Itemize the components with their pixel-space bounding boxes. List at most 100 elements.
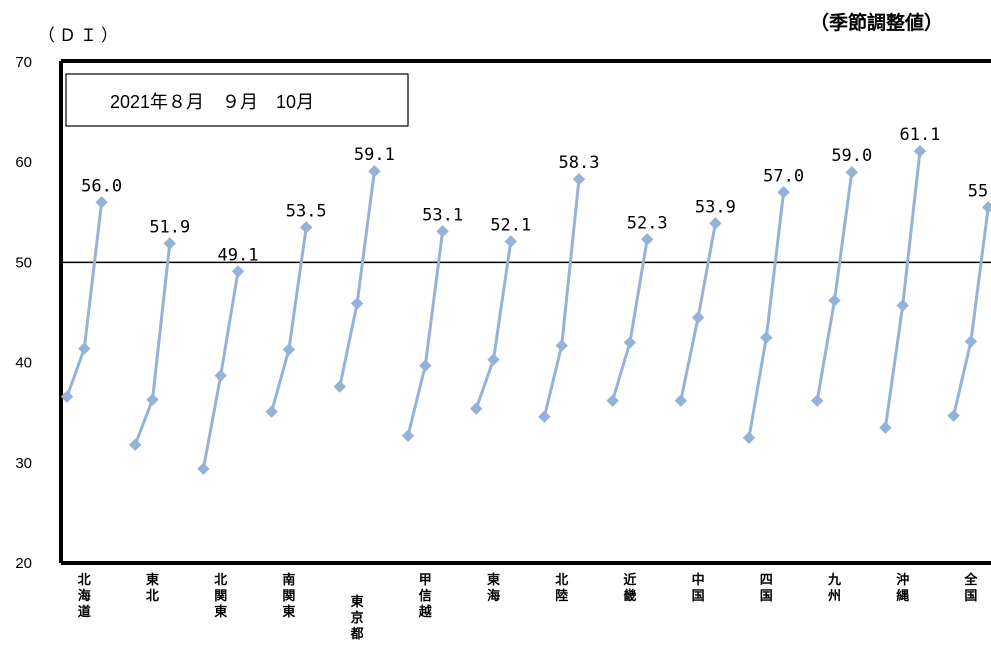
series-2 bbox=[197, 265, 245, 476]
data-point bbox=[163, 237, 177, 250]
data-point bbox=[504, 235, 518, 248]
data-point bbox=[845, 166, 859, 179]
series-8 bbox=[606, 233, 654, 407]
y-tick-label: 60 bbox=[15, 154, 32, 171]
y-tick-label: 30 bbox=[15, 455, 32, 472]
data-point bbox=[640, 233, 654, 246]
y-tick-label: 70 bbox=[15, 54, 32, 71]
data-labels-group: 56.0 51.9 49.1 53.5 59.1 53.1 52.1 58.3 52.3 53.9… bbox=[81, 125, 991, 265]
data-point bbox=[487, 353, 500, 366]
series-12 bbox=[879, 144, 927, 434]
category-label: 中国 bbox=[692, 572, 705, 604]
data-label: 51.9 bbox=[149, 217, 190, 237]
category-label: 北海道 bbox=[78, 573, 91, 620]
legend-box: 2021年８月 ９月 10月 bbox=[65, 73, 409, 127]
data-point bbox=[60, 390, 74, 403]
series-group bbox=[60, 144, 991, 476]
y-tick-label: 40 bbox=[15, 355, 32, 372]
series-11 bbox=[810, 166, 859, 407]
category-label: 甲信越 bbox=[418, 573, 433, 620]
legend-text: 2021年８月 ９月 10月 bbox=[110, 92, 314, 112]
series-line bbox=[815, 172, 854, 401]
data-point bbox=[197, 462, 210, 476]
series-line bbox=[270, 227, 308, 413]
data-point bbox=[128, 438, 142, 451]
data-point bbox=[913, 144, 927, 158]
y-tick-label: 50 bbox=[15, 254, 32, 271]
data-point bbox=[368, 165, 381, 178]
series-line bbox=[474, 241, 513, 410]
series-13 bbox=[947, 201, 991, 422]
category-label: 近畿 bbox=[623, 572, 636, 604]
series-5 bbox=[401, 225, 449, 442]
category-label: 四国 bbox=[760, 573, 773, 604]
data-point bbox=[964, 335, 978, 348]
series-line bbox=[747, 192, 786, 439]
series-line bbox=[133, 243, 172, 446]
series-line bbox=[542, 179, 581, 418]
data-point bbox=[828, 294, 841, 307]
data-point bbox=[691, 311, 705, 324]
series-1 bbox=[128, 237, 177, 451]
category-label: 沖縄 bbox=[896, 572, 909, 604]
data-point bbox=[777, 186, 790, 199]
category-label: 東海 bbox=[487, 572, 500, 604]
data-label: 53.9 bbox=[695, 197, 736, 217]
data-point bbox=[674, 394, 688, 407]
data-point bbox=[760, 331, 773, 344]
legend-box-border bbox=[65, 73, 409, 127]
data-label: 52.3 bbox=[627, 213, 668, 233]
data-point bbox=[299, 221, 313, 234]
data-point bbox=[606, 394, 619, 407]
data-point bbox=[469, 402, 483, 415]
plot-frame bbox=[59, 59, 991, 565]
data-point bbox=[350, 297, 364, 310]
series-line bbox=[952, 207, 990, 417]
data-point bbox=[419, 359, 432, 372]
unit-label: （ＤＩ） bbox=[38, 26, 122, 46]
data-point bbox=[401, 429, 415, 442]
category-label: 九州 bbox=[827, 573, 841, 604]
data-point bbox=[231, 265, 245, 278]
data-point bbox=[709, 217, 722, 230]
data-point bbox=[981, 201, 991, 214]
series-0 bbox=[60, 196, 108, 403]
data-point bbox=[95, 196, 108, 209]
category-label: 東北 bbox=[146, 572, 159, 604]
series-7 bbox=[538, 173, 586, 423]
series-6 bbox=[469, 235, 518, 415]
data-point bbox=[879, 421, 892, 434]
data-point bbox=[742, 431, 756, 444]
data-label: 61.1 bbox=[900, 125, 941, 145]
data-label: 53.5 bbox=[286, 201, 327, 221]
data-point bbox=[538, 410, 551, 423]
data-label: 53.1 bbox=[422, 205, 463, 225]
data-point bbox=[555, 339, 568, 352]
category-label: 北関東 bbox=[214, 573, 227, 620]
data-point bbox=[282, 343, 296, 356]
category-label: 東京都 bbox=[350, 594, 364, 642]
series-3 bbox=[265, 221, 313, 418]
data-label: 52.1 bbox=[490, 215, 531, 235]
data-point bbox=[896, 299, 909, 312]
category-label: 北陸 bbox=[555, 573, 568, 604]
category-labels-group: 北海道 東北 北関東 南関東 東京都 甲信越 東海 北陸 近畿 中国 四国 九州 沖縄 全国 bbox=[78, 572, 979, 642]
data-point bbox=[78, 342, 91, 355]
data-label: 59.0 bbox=[831, 146, 872, 166]
category-label: 全国 bbox=[963, 572, 978, 604]
series-line bbox=[338, 171, 376, 387]
data-point bbox=[572, 173, 586, 186]
y-tick-label: 20 bbox=[15, 555, 32, 572]
data-point bbox=[810, 394, 824, 407]
data-point bbox=[333, 380, 347, 393]
data-point bbox=[214, 369, 227, 382]
data-point bbox=[947, 409, 960, 422]
y-axis-ticks: 20 30 40 50 60 70 bbox=[15, 54, 32, 572]
series-line bbox=[65, 202, 104, 398]
seasonal-adjustment-note: （季節調整値） bbox=[810, 11, 943, 34]
data-label: 57.0 bbox=[763, 166, 804, 186]
series-4 bbox=[333, 165, 381, 393]
data-label: 59.1 bbox=[354, 145, 395, 165]
series-10 bbox=[742, 186, 790, 444]
series-line bbox=[883, 151, 922, 428]
